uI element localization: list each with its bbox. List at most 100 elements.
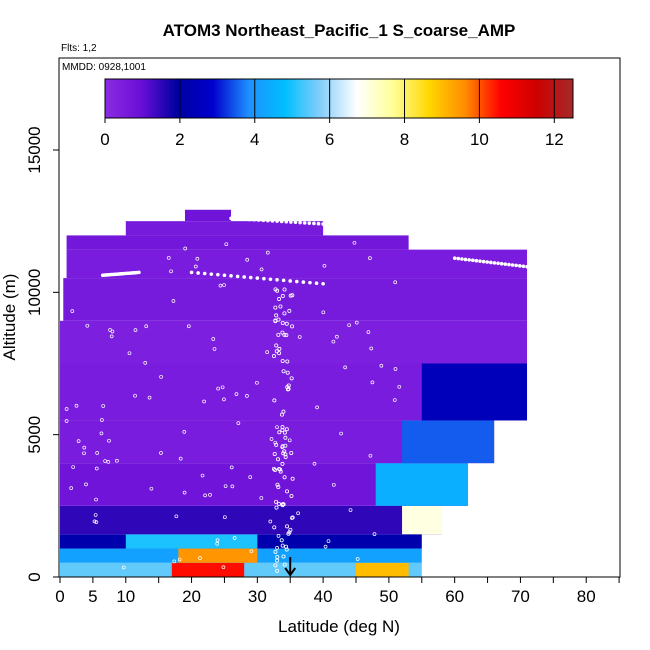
track-point <box>211 337 216 341</box>
heatmap-cell <box>421 363 528 421</box>
track-point <box>280 412 285 417</box>
track-point <box>280 543 285 548</box>
track-point <box>265 250 270 255</box>
track-point <box>280 461 285 466</box>
track-point <box>275 425 279 430</box>
track-point <box>235 274 240 279</box>
track-point <box>282 311 287 316</box>
track-point <box>279 219 284 224</box>
y-tick-label: 5000 <box>25 416 44 454</box>
track-point <box>393 367 398 371</box>
track-point <box>74 403 79 408</box>
track-point <box>215 541 220 546</box>
track-point <box>499 261 504 266</box>
track-point <box>144 324 149 329</box>
track-point <box>525 264 529 269</box>
track-point <box>76 439 81 443</box>
heatmap-cell <box>171 562 245 577</box>
track-point <box>198 556 202 560</box>
track-point <box>64 419 69 423</box>
track-point <box>273 318 278 323</box>
track-point <box>296 511 300 516</box>
track-point <box>159 374 163 379</box>
track-point <box>245 257 250 262</box>
track-point <box>452 256 457 260</box>
heatmap-cell <box>402 420 495 464</box>
track-point <box>285 489 290 494</box>
track-point <box>266 218 270 223</box>
heatmap-cell <box>60 320 528 364</box>
track-point <box>274 313 279 318</box>
track-point <box>370 380 375 385</box>
heatmap-cell <box>184 209 232 222</box>
track-point <box>92 519 97 524</box>
track-point <box>172 559 177 564</box>
track-point <box>283 435 288 440</box>
colorbar-tick-label: 0 <box>100 130 109 149</box>
track-point <box>354 320 359 325</box>
track-point <box>69 486 74 490</box>
track-point <box>289 376 294 381</box>
track-point <box>218 283 223 288</box>
track-point <box>224 242 229 247</box>
track-point <box>281 554 286 559</box>
colorbar-tick-label: 6 <box>325 130 334 149</box>
track-point <box>133 328 138 332</box>
heatmap-cell <box>402 505 442 535</box>
track-point <box>202 399 206 404</box>
track-point <box>463 257 468 262</box>
track-point <box>507 262 511 267</box>
track-point <box>282 562 287 567</box>
track-point <box>301 280 306 284</box>
track-point <box>70 309 75 313</box>
track-point <box>236 421 241 425</box>
track-point <box>355 557 360 561</box>
track-point <box>94 520 99 524</box>
track-point <box>275 546 279 550</box>
heatmap-cell <box>125 534 258 549</box>
track-point <box>196 271 200 275</box>
track-point <box>280 358 285 363</box>
track-point <box>272 451 277 456</box>
track-point <box>277 466 282 471</box>
track-point <box>379 363 384 368</box>
track-point <box>242 275 246 279</box>
track-point <box>100 273 105 278</box>
track-point <box>103 459 107 463</box>
track-point <box>110 329 115 334</box>
heatmap-layers <box>60 209 528 577</box>
track-point <box>147 395 152 400</box>
track-point <box>127 351 132 356</box>
track-point <box>366 330 371 335</box>
track-point <box>252 217 256 222</box>
track-point <box>322 263 327 268</box>
track-point <box>115 458 119 463</box>
track-point <box>297 335 302 339</box>
track-point <box>312 461 317 466</box>
track-point <box>372 532 377 536</box>
track-point <box>281 369 286 374</box>
track-point <box>159 451 163 455</box>
track-point <box>222 283 226 287</box>
track-point <box>106 460 111 464</box>
colorbar-tick-label: 12 <box>545 130 564 149</box>
colorbar-tick-label: 10 <box>470 130 489 149</box>
track-point <box>270 219 275 223</box>
track-point <box>212 347 217 351</box>
track-point <box>248 275 253 280</box>
track-point <box>275 555 280 560</box>
track-point <box>460 257 464 261</box>
track-point <box>216 386 220 391</box>
x-tick-label: 40 <box>314 587 333 606</box>
track-point <box>290 516 294 520</box>
track-point <box>298 220 302 225</box>
x-tick-label: 30 <box>248 587 267 606</box>
track-point <box>290 476 295 481</box>
track-point <box>280 428 285 433</box>
track-point <box>229 274 233 278</box>
track-point <box>220 385 225 390</box>
track-point <box>85 323 90 328</box>
track-point <box>203 493 207 498</box>
track-point <box>280 330 285 335</box>
track-point <box>202 271 207 276</box>
